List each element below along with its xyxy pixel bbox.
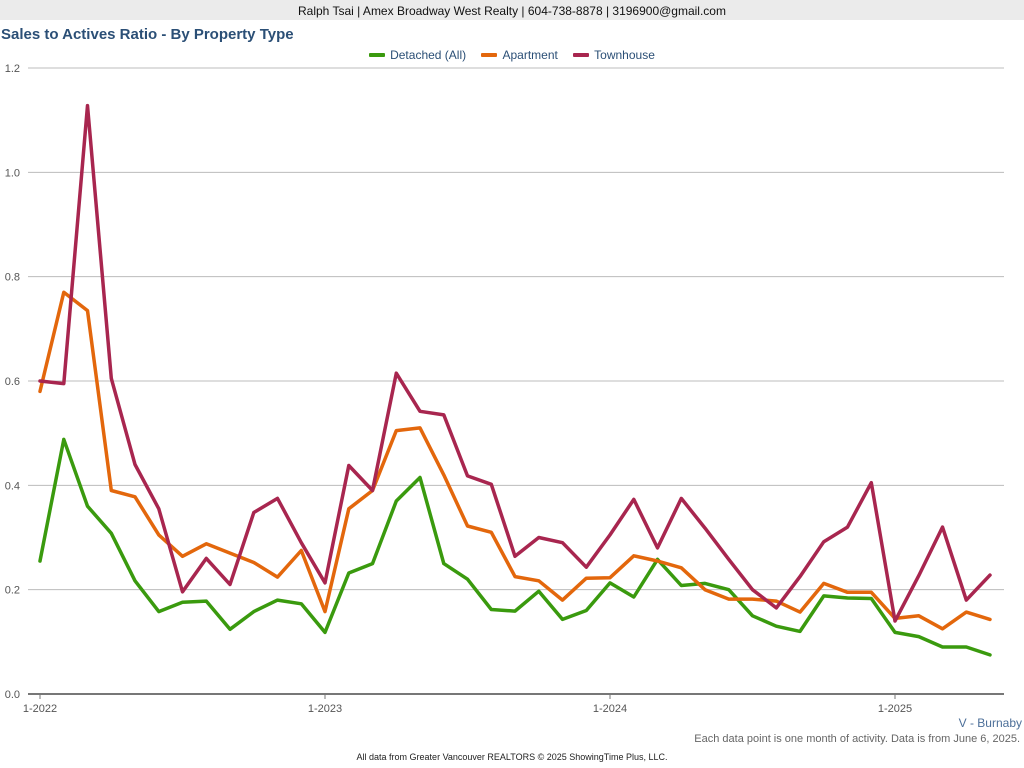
contact-info: Ralph Tsai | Amex Broadway West Realty |…: [298, 4, 726, 18]
legend-label-apartment: Apartment: [502, 48, 558, 62]
chart-title: Sales to Actives Ratio - By Property Typ…: [1, 26, 294, 43]
legend-swatch-detached: [369, 53, 386, 57]
data-source-footer: All data from Greater Vancouver REALTORS…: [356, 752, 668, 762]
region-label: V - Burnaby: [958, 716, 1022, 730]
legend-item-townhouse[interactable]: Townhouse: [573, 48, 655, 62]
legend-swatch-townhouse: [573, 53, 590, 57]
grid-lines: [28, 67, 1004, 591]
series-line-apartment: [38, 290, 992, 631]
legend-label-detached: Detached (All): [390, 48, 467, 62]
data-note: Each data point is one month of activity…: [694, 733, 1020, 745]
x-tick-label: 1-2023: [308, 703, 342, 715]
y-tick-label: 0.6: [5, 376, 20, 388]
x-tick-label: 1-2025: [878, 703, 912, 715]
y-tick-label: 0.0: [5, 689, 20, 701]
x-tick-label: 1-2022: [23, 703, 57, 715]
legend-label-townhouse: Townhouse: [594, 48, 655, 62]
series-lines: [38, 103, 992, 657]
legend-item-apartment[interactable]: Apartment: [481, 48, 558, 62]
y-tick-label: 0.4: [5, 480, 20, 492]
series-line-townhouse: [38, 103, 992, 623]
y-tick-label: 0.8: [5, 272, 20, 284]
series-line-detached: [38, 437, 992, 657]
y-axis-ticks: 0.0 0.2 0.4 0.6 0.8 1.0 1.2: [5, 63, 20, 701]
x-tick-label: 1-2024: [593, 703, 627, 715]
legend-item-detached[interactable]: Detached (All): [369, 48, 466, 62]
y-tick-label: 0.2: [5, 585, 20, 597]
legend-swatch-apartment: [481, 53, 498, 57]
contact-header-bar: Ralph Tsai | Amex Broadway West Realty |…: [0, 0, 1024, 20]
chart-legend: Detached (All) Apartment Townhouse: [0, 46, 1024, 62]
y-tick-label: 1.2: [5, 63, 20, 75]
x-axis: 1-2022 1-2023 1-2024 1-2025: [23, 693, 1004, 715]
y-tick-label: 1.0: [5, 167, 20, 179]
